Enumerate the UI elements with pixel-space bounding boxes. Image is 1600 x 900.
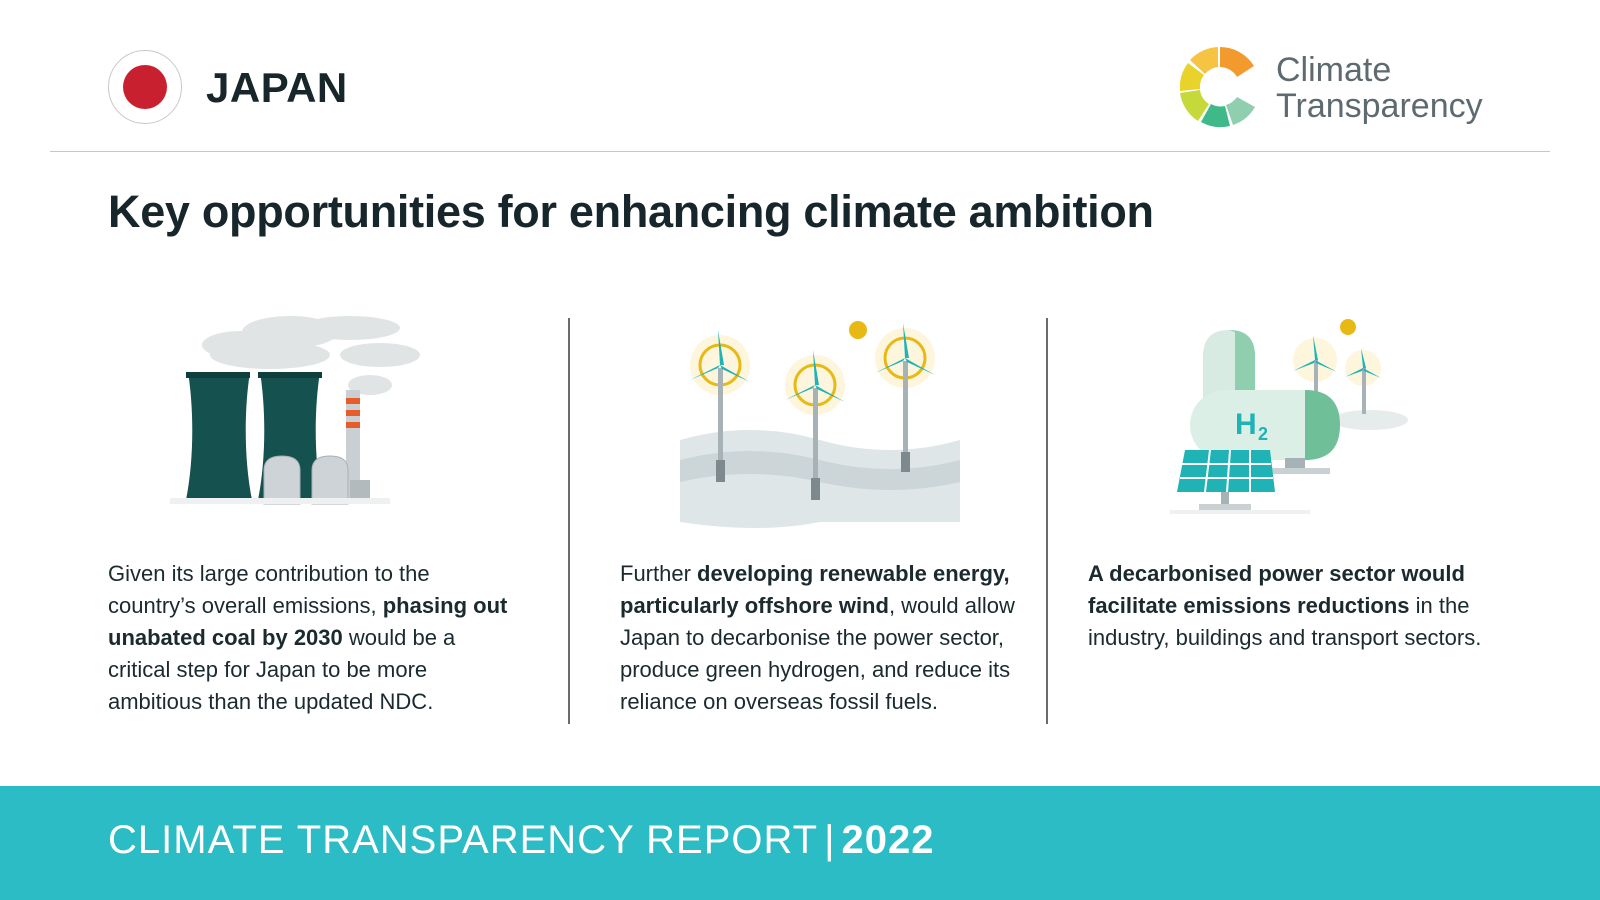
h2-subscript: 2 (1258, 424, 1268, 444)
coal-power-plant-icon (170, 316, 420, 505)
column-text-renewables: Further developing renewable energy, par… (620, 558, 1030, 718)
h2-label: H (1235, 408, 1257, 441)
highlight-text: phasing out unabated coal by 2030 (108, 593, 508, 650)
body-text: Further (620, 561, 698, 586)
footer-text: CLIMATE TRANSPARENCY REPORT | 2022 (108, 818, 934, 863)
page-title: Key opportunities for enhancing climate … (108, 186, 1154, 237)
logo-text: Climate Transparency (1276, 52, 1483, 124)
logo-line-2: Transparency (1276, 87, 1483, 125)
offshore-wind-turbines-icon (680, 321, 960, 528)
column-text-decarbonised-power: A decarbonised power sector would facili… (1088, 558, 1498, 654)
japan-flag-icon (108, 50, 182, 124)
column-divider (1046, 318, 1048, 724)
header-divider (50, 151, 1550, 152)
body-text: in the industry, buildings and transport… (1088, 593, 1482, 650)
footer-separator: | (824, 818, 836, 862)
highlight-text: A decarbonised power sector would facili… (1088, 561, 1465, 618)
country-title: JAPAN (206, 64, 348, 111)
footer-report-label: CLIMATE TRANSPARENCY REPORT (108, 818, 819, 862)
body-text: , would allow Japan to decarbonise the p… (620, 593, 1015, 714)
hydrogen-solar-icon: H 2 (1170, 319, 1408, 514)
highlight-text: developing renewable energy, particularl… (620, 561, 1010, 618)
column-text-coal: Given its large contribution to the coun… (108, 558, 508, 718)
column-divider (568, 318, 570, 724)
footer-year: 2022 (841, 818, 935, 862)
footer-banner (0, 786, 1600, 900)
climate-transparency-logo (1180, 47, 1255, 128)
body-text: would be a critical step for Japan to be… (108, 625, 456, 714)
body-text: Given its large contribution to the coun… (108, 561, 430, 618)
logo-line-1: Climate (1276, 51, 1392, 89)
